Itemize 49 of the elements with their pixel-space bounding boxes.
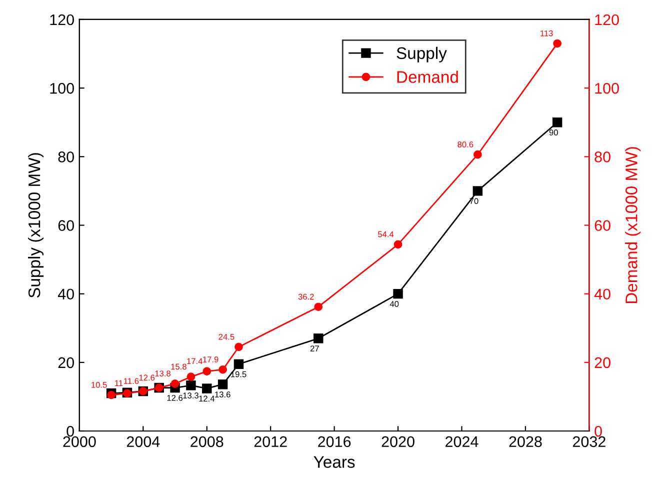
x-axis-title: Years (314, 456, 355, 468)
y-tick-label: 120 (50, 14, 74, 26)
y-tick-label: 60 (58, 220, 74, 231)
data-label: 17.4 (187, 358, 202, 364)
data-label: 13.8 (155, 370, 170, 376)
data-label: 27 (310, 346, 319, 352)
data-label: 15.8 (171, 364, 186, 370)
data-label: 17.9 (203, 356, 218, 362)
data-label: 11.6 (124, 378, 139, 384)
y-tick-label: 40 (58, 288, 74, 300)
data-label: 19.5 (231, 371, 246, 378)
data-label: 24.5 (218, 334, 234, 340)
y-tick-label: 80 (58, 152, 74, 162)
data-label: 13.6 (215, 392, 230, 398)
data-label: 54.4 (378, 231, 394, 238)
y2-axis-title: Demand (x1000 MW) (625, 147, 641, 304)
x-tick-label: 2000 (63, 436, 96, 448)
data-label: 12.6 (167, 394, 183, 401)
y2-tick-label: 120 (595, 14, 619, 26)
data-label: 80.6 (458, 141, 474, 148)
data-label: 90 (549, 130, 558, 136)
x-tick-label: 2004 (126, 436, 160, 448)
x-tick-label: 2032 (572, 436, 606, 448)
x-tick-label: 2028 (509, 436, 542, 448)
x-tick-label: 2016 (318, 436, 351, 448)
y2-tick-label: 40 (594, 288, 610, 300)
data-label: 36.2 (298, 294, 314, 300)
data-label: 113 (540, 30, 553, 36)
data-label: 11 (115, 380, 123, 386)
data-label: 13.3 (183, 392, 198, 398)
legend-label: Demand (397, 70, 458, 83)
y2-tick-label: 60 (594, 220, 610, 231)
y2-tick-label: 0 (594, 426, 602, 437)
y-tick-label: 100 (50, 82, 74, 94)
y-tick-label: 0 (66, 426, 74, 437)
x-tick-label: 2020 (382, 436, 414, 448)
data-label: 40 (390, 300, 399, 307)
x-tick-label: 2008 (190, 436, 224, 448)
data-label: 10.5 (92, 382, 107, 388)
y-axis-title: Supply (x1000 MW) (28, 153, 44, 298)
x-tick-label: 2012 (254, 436, 287, 448)
y-tick-label: 20 (58, 357, 74, 368)
data-label: 12.4 (199, 396, 215, 402)
y2-tick-label: 100 (595, 82, 619, 94)
y2-tick-label: 80 (594, 152, 610, 162)
x-tick-label: 2024 (446, 436, 478, 448)
data-label: 12.6 (139, 374, 155, 381)
legend-label: Supply (396, 46, 447, 62)
y2-tick-label: 20 (594, 357, 610, 368)
